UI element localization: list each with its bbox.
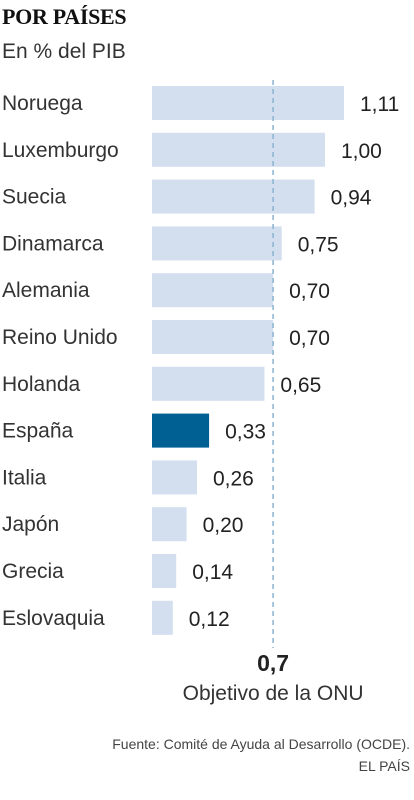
labels-layer: Noruega 1,11 Luxemburgo 1,00 Suecia 0,94 Dinam… [2,92,399,631]
value-label-8: 0,26 [213,467,254,490]
category-label-7: España [2,420,74,443]
bar-11 [152,600,173,635]
category-label-10: Grecia [2,560,64,583]
bar-9 [152,507,187,542]
chart-subtitle: En % del PIB [2,40,126,63]
value-label-4: 0,70 [289,280,330,303]
reference-line-label: Objetivo de la ONU [183,682,364,705]
category-label-2: Suecia [2,186,67,209]
category-label-0: Noruega [2,92,83,115]
bar-3 [152,226,282,261]
value-label-7: 0,33 [225,421,266,444]
category-label-1: Luxemburgo [2,139,119,162]
bar-chart: Noruega 1,11 Luxemburgo 1,00 Suecia 0,94 Dinam… [2,80,399,705]
category-label-11: Eslovaquia [2,607,105,630]
bar-1 [152,132,325,167]
value-label-1: 1,00 [341,140,382,163]
bar-5 [152,320,274,354]
bar-0 [152,86,344,120]
value-label-5: 0,70 [289,327,330,350]
category-label-3: Dinamarca [2,232,104,255]
reference-value-label: 0,7 [257,650,289,676]
category-label-9: Japón [2,513,59,536]
bar-8 [152,460,197,495]
bars-layer [152,86,344,635]
bar-4 [152,273,274,308]
category-label-6: Holanda [2,373,81,396]
brand-credit: EL PAÍS [358,758,410,774]
bar-10 [152,554,177,588]
bar-2 [152,179,315,214]
source-note: Fuente: Comité de Ayuda al Desarrollo (O… [112,736,410,752]
bar-6 [152,366,265,401]
category-label-8: Italia [2,466,47,489]
category-label-4: Alemania [2,279,90,302]
bar-7 [152,413,210,448]
value-label-3: 0,75 [298,233,339,256]
category-label-5: Reino Unido [2,326,118,349]
value-label-10: 0,14 [192,561,233,584]
value-label-2: 0,94 [331,187,372,210]
value-label-6: 0,65 [280,374,321,397]
value-label-0: 1,11 [360,93,399,116]
value-label-9: 0,20 [203,514,244,537]
value-label-11: 0,12 [189,608,230,631]
chart-title: POR PAÍSES [2,4,127,29]
